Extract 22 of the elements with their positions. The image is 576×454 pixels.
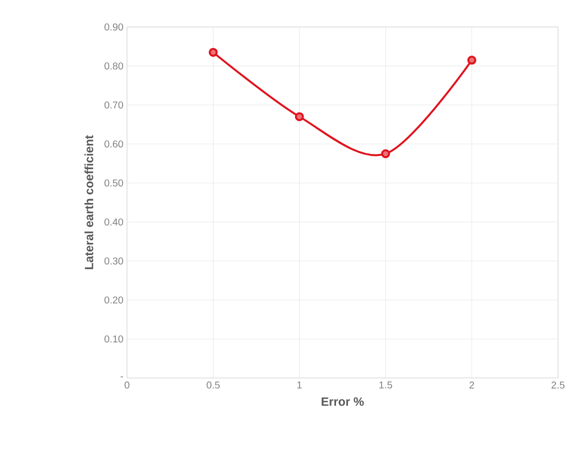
y-tick-label: 0.70 — [104, 101, 124, 109]
y-tick-label: 0.80 — [104, 62, 124, 70]
point — [294, 112, 304, 122]
y-axis-title: Lateral earth coefficient — [84, 135, 94, 270]
y-tick-label: 0.10 — [104, 335, 124, 343]
x-tick-label: 1.5 — [379, 382, 392, 388]
x-tick-label: 0 — [124, 382, 130, 389]
y-tick-label: 0.40 — [104, 218, 124, 226]
y-tick-label: 0.20 — [104, 296, 124, 304]
x-tick-label: 2.5 — [552, 382, 565, 389]
y-tick-label: 0.90 — [104, 23, 124, 31]
x-tick-label: 1 — [297, 382, 302, 388]
y-tick-label: 0.30 — [104, 257, 124, 265]
x-tick-label: 0.5 — [206, 382, 220, 389]
y-tick-label: 0.50 — [104, 179, 124, 187]
y-tick-label: 0.60 — [104, 140, 124, 148]
point — [208, 48, 218, 57]
x-axis-title: Error % — [322, 397, 364, 406]
point — [467, 56, 476, 65]
x-tick-label: 2 — [470, 382, 474, 388]
point — [381, 149, 390, 158]
y-tick-label: - — [120, 376, 124, 378]
